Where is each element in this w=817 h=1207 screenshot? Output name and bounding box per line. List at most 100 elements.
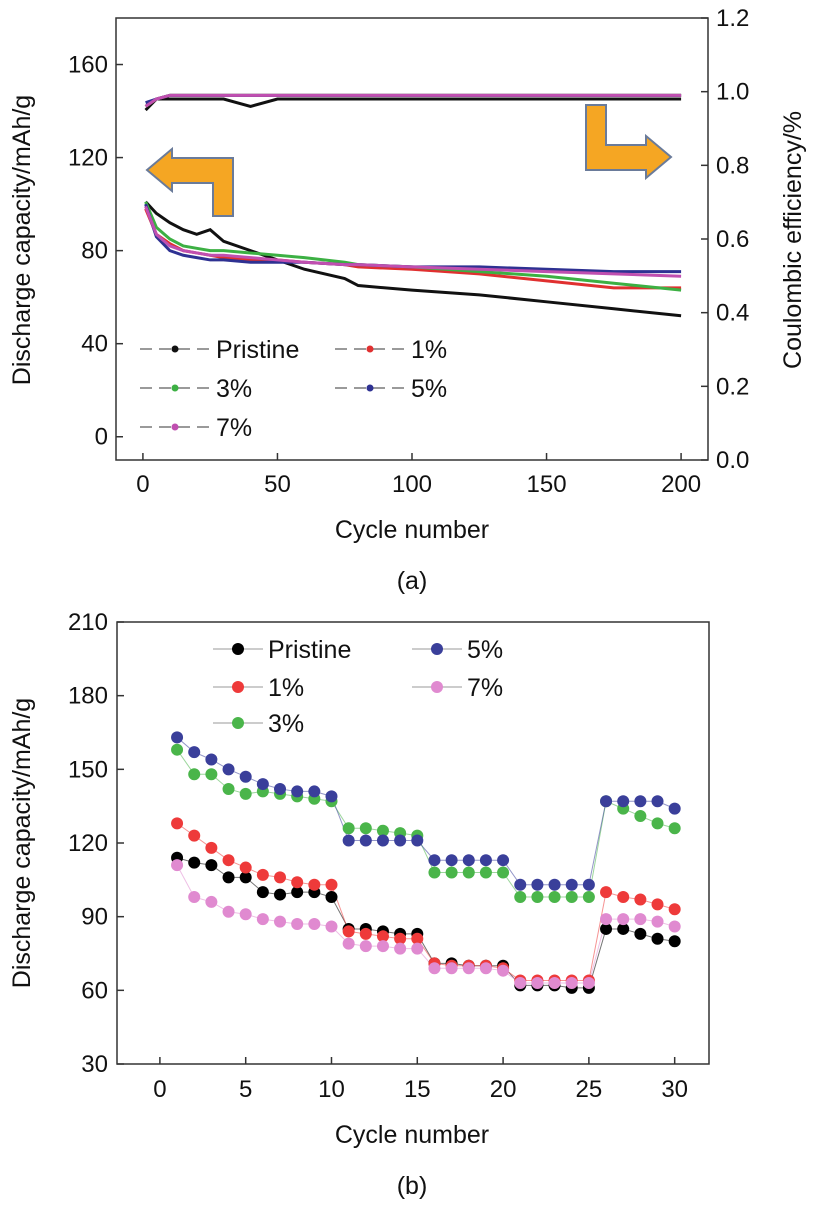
legend-item-3pct: 3%: [140, 375, 252, 403]
a-y2-tick-label: 0.4: [716, 300, 749, 327]
b-point-pristine: [617, 922, 630, 935]
b-point-7pct: [651, 915, 664, 928]
b-point-5pct: [342, 834, 355, 847]
b-point-7pct: [600, 913, 613, 926]
b-point-1pct: [188, 829, 201, 842]
a-y2-tick-label: 0.0: [716, 447, 749, 474]
b-point-7pct: [582, 976, 595, 989]
b-point-7pct: [325, 920, 338, 933]
b-point-3pct: [634, 809, 647, 822]
b-point-1pct: [376, 930, 389, 943]
a-efficiency-line-pristine: [144, 97, 682, 112]
legend-item-pristine: Pristine: [140, 336, 299, 364]
b-point-3pct: [445, 866, 458, 879]
b-point-pristine: [239, 871, 252, 884]
a-x-tick-label: 0: [136, 471, 149, 498]
legend-item-1pct-b: 1%: [213, 674, 304, 702]
b-point-7pct: [514, 976, 527, 989]
b-point-7pct: [256, 913, 269, 926]
b-point-1pct: [617, 891, 630, 904]
b-point-3pct: [668, 822, 681, 835]
legend-item-5pct-b: 5%: [412, 636, 503, 664]
b-y-tick-label: 150: [68, 756, 108, 783]
b-point-1pct: [308, 878, 321, 891]
b-point-5pct: [171, 731, 184, 744]
b-point-7pct: [171, 859, 184, 872]
b-point-3pct: [239, 787, 252, 800]
panel-a-caption: (a): [397, 567, 428, 595]
legend-item-pristine-b: Pristine: [213, 636, 351, 664]
b-point-5pct: [582, 878, 595, 891]
b-line-1pct: [176, 822, 675, 982]
b-point-1pct: [600, 886, 613, 899]
b-point-7pct: [634, 913, 647, 926]
b-point-1pct: [342, 925, 355, 938]
b-x-tick-label: 5: [239, 1076, 252, 1103]
legend-item-5pct: 5%: [335, 375, 447, 403]
b-y-tick-label: 90: [81, 904, 108, 931]
legend-b-label-pristine: Pristine: [268, 636, 351, 664]
a-y-tick-label: 160: [68, 52, 108, 79]
b-point-pristine: [188, 856, 201, 869]
b-point-5pct: [274, 782, 287, 795]
b-point-pristine: [274, 888, 287, 901]
a-y-tick-label: 80: [81, 238, 108, 265]
b-point-5pct: [222, 763, 235, 776]
b-point-1pct: [325, 878, 338, 891]
b-point-1pct: [274, 871, 287, 884]
legend-b-label-7pct: 7%: [467, 674, 503, 702]
a-y2-tick-label: 1.2: [716, 5, 749, 32]
b-point-5pct: [188, 746, 201, 759]
b-x-tick-label: 20: [490, 1076, 517, 1103]
b-point-5pct: [479, 854, 492, 867]
b-point-5pct: [376, 834, 389, 847]
b-point-3pct: [359, 822, 372, 835]
b-point-1pct: [205, 841, 218, 854]
b-point-1pct: [171, 817, 184, 830]
b-point-7pct: [548, 976, 561, 989]
a-y-tick-label: 120: [68, 145, 108, 172]
b-point-1pct: [291, 876, 304, 889]
a-x-tick-label: 100: [392, 471, 432, 498]
b-point-5pct: [394, 834, 407, 847]
b-point-7pct: [342, 937, 355, 950]
b-point-7pct: [462, 962, 475, 975]
b-point-7pct: [188, 891, 201, 904]
a-y2-tick-label: 0.6: [716, 226, 749, 253]
b-point-7pct: [239, 908, 252, 921]
b-point-7pct: [531, 976, 544, 989]
b-point-3pct: [548, 891, 561, 904]
b-point-1pct: [411, 932, 424, 945]
b-point-pristine: [205, 859, 218, 872]
a-x-tick-label: 150: [527, 471, 567, 498]
b-point-3pct: [497, 866, 510, 879]
b-point-7pct: [359, 940, 372, 953]
a-capacity-line-1pct: [144, 208, 682, 290]
b-x-tick-label: 15: [404, 1076, 431, 1103]
b-point-7pct: [479, 962, 492, 975]
b-point-3pct: [651, 817, 664, 830]
b-point-5pct: [325, 790, 338, 803]
panel-b-legend: Pristine 5% 1% 7% 3%: [213, 636, 503, 738]
b-x-tick-label: 25: [576, 1076, 603, 1103]
legend-label-3pct: 3%: [216, 375, 252, 403]
b-point-pristine: [291, 886, 304, 899]
legend-b-label-1pct: 1%: [268, 674, 304, 702]
right-arrow-annotation: [585, 104, 673, 181]
b-point-7pct: [291, 918, 304, 931]
legend-label-pristine: Pristine: [216, 336, 299, 364]
b-point-1pct: [239, 861, 252, 874]
b-point-5pct: [617, 795, 630, 808]
b-x-tick-label: 0: [153, 1076, 166, 1103]
legend-label-5pct: 5%: [411, 375, 447, 403]
b-point-7pct: [376, 940, 389, 953]
b-point-pristine: [256, 886, 269, 899]
b-point-3pct: [222, 782, 235, 795]
b-point-3pct: [462, 866, 475, 879]
b-point-1pct: [222, 854, 235, 867]
panel-a-y-axis-label: Discharge capacity/mAh/g: [8, 95, 36, 385]
b-point-7pct: [445, 962, 458, 975]
b-y-tick-label: 180: [68, 683, 108, 710]
a-y2-tick-label: 1.0: [716, 79, 749, 106]
b-point-5pct: [428, 854, 441, 867]
